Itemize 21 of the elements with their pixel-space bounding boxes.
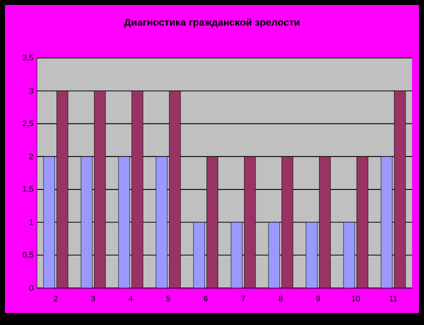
bar	[380, 156, 392, 288]
bar	[344, 222, 355, 288]
bar	[356, 156, 368, 288]
bar	[268, 222, 280, 288]
bar	[319, 156, 330, 288]
bar	[81, 156, 92, 288]
bar	[44, 156, 55, 288]
bar	[118, 156, 130, 288]
bar	[244, 156, 256, 288]
bar	[56, 90, 68, 288]
bar	[394, 90, 406, 288]
chart-title: Диагностика гражданской зрелости	[124, 18, 300, 28]
bar	[169, 90, 180, 288]
bar	[206, 156, 218, 288]
bar	[231, 222, 242, 288]
bar	[306, 222, 318, 288]
bar	[94, 90, 106, 288]
bar	[156, 156, 168, 288]
bar	[282, 156, 293, 288]
bar	[194, 222, 205, 288]
bar	[132, 90, 143, 288]
